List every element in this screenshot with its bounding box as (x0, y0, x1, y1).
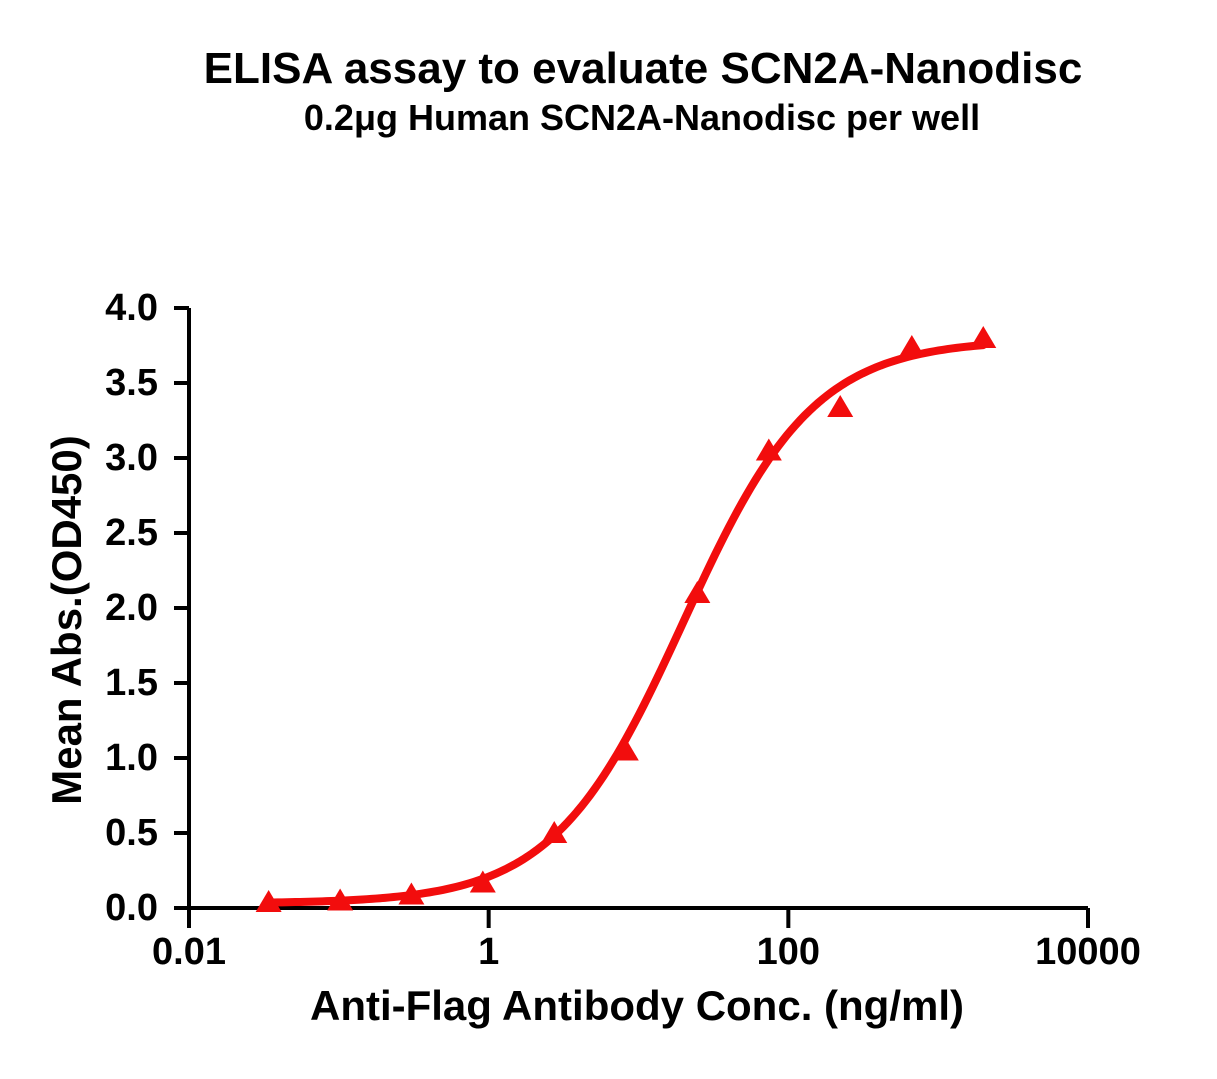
data-point-marker (684, 581, 711, 603)
x-tick-label-100: 100 (756, 931, 821, 973)
data-point-marker (755, 438, 782, 461)
data-point-marker (970, 326, 997, 348)
y-tick-label-2.5: 2.5 (105, 512, 158, 554)
data-point-marker (255, 890, 282, 912)
data-point-marker (469, 870, 496, 893)
y-tick-label-3.5: 3.5 (105, 362, 158, 404)
data-point-marker (398, 882, 425, 905)
x-tick-label-0.01: 0.01 (152, 931, 226, 973)
y-tick-label-3.0: 3.0 (105, 437, 158, 479)
y-tick-label-4.0: 4.0 (105, 287, 158, 329)
axis-lines (187, 308, 1088, 910)
data-point-marker (827, 395, 854, 417)
y-tick-label-2.0: 2.0 (105, 587, 158, 629)
y-tick-label-1.0: 1.0 (105, 737, 158, 779)
x-tick-label-1: 1 (478, 931, 500, 973)
data-point-marker (898, 335, 925, 357)
data-point-marker (612, 738, 639, 761)
y-tick-label-1.5: 1.5 (105, 662, 158, 704)
y-tick-label-0.0: 0.0 (105, 887, 158, 929)
chart-subtitle: 0.2μg Human SCN2A-Nanodisc per well (303, 97, 981, 138)
data-point-marker (541, 821, 568, 843)
fit-curve (264, 341, 988, 907)
chart-title: ELISA assay to evaluate SCN2A-Nanodisc (203, 44, 1083, 93)
data-point-marker (327, 888, 354, 911)
y-tick-label-0.5: 0.5 (105, 812, 158, 854)
x-axis-title: Anti-Flag Antibody Conc. (ng/ml) (309, 982, 964, 1029)
x-tick-label-10000: 10000 (1035, 931, 1141, 973)
